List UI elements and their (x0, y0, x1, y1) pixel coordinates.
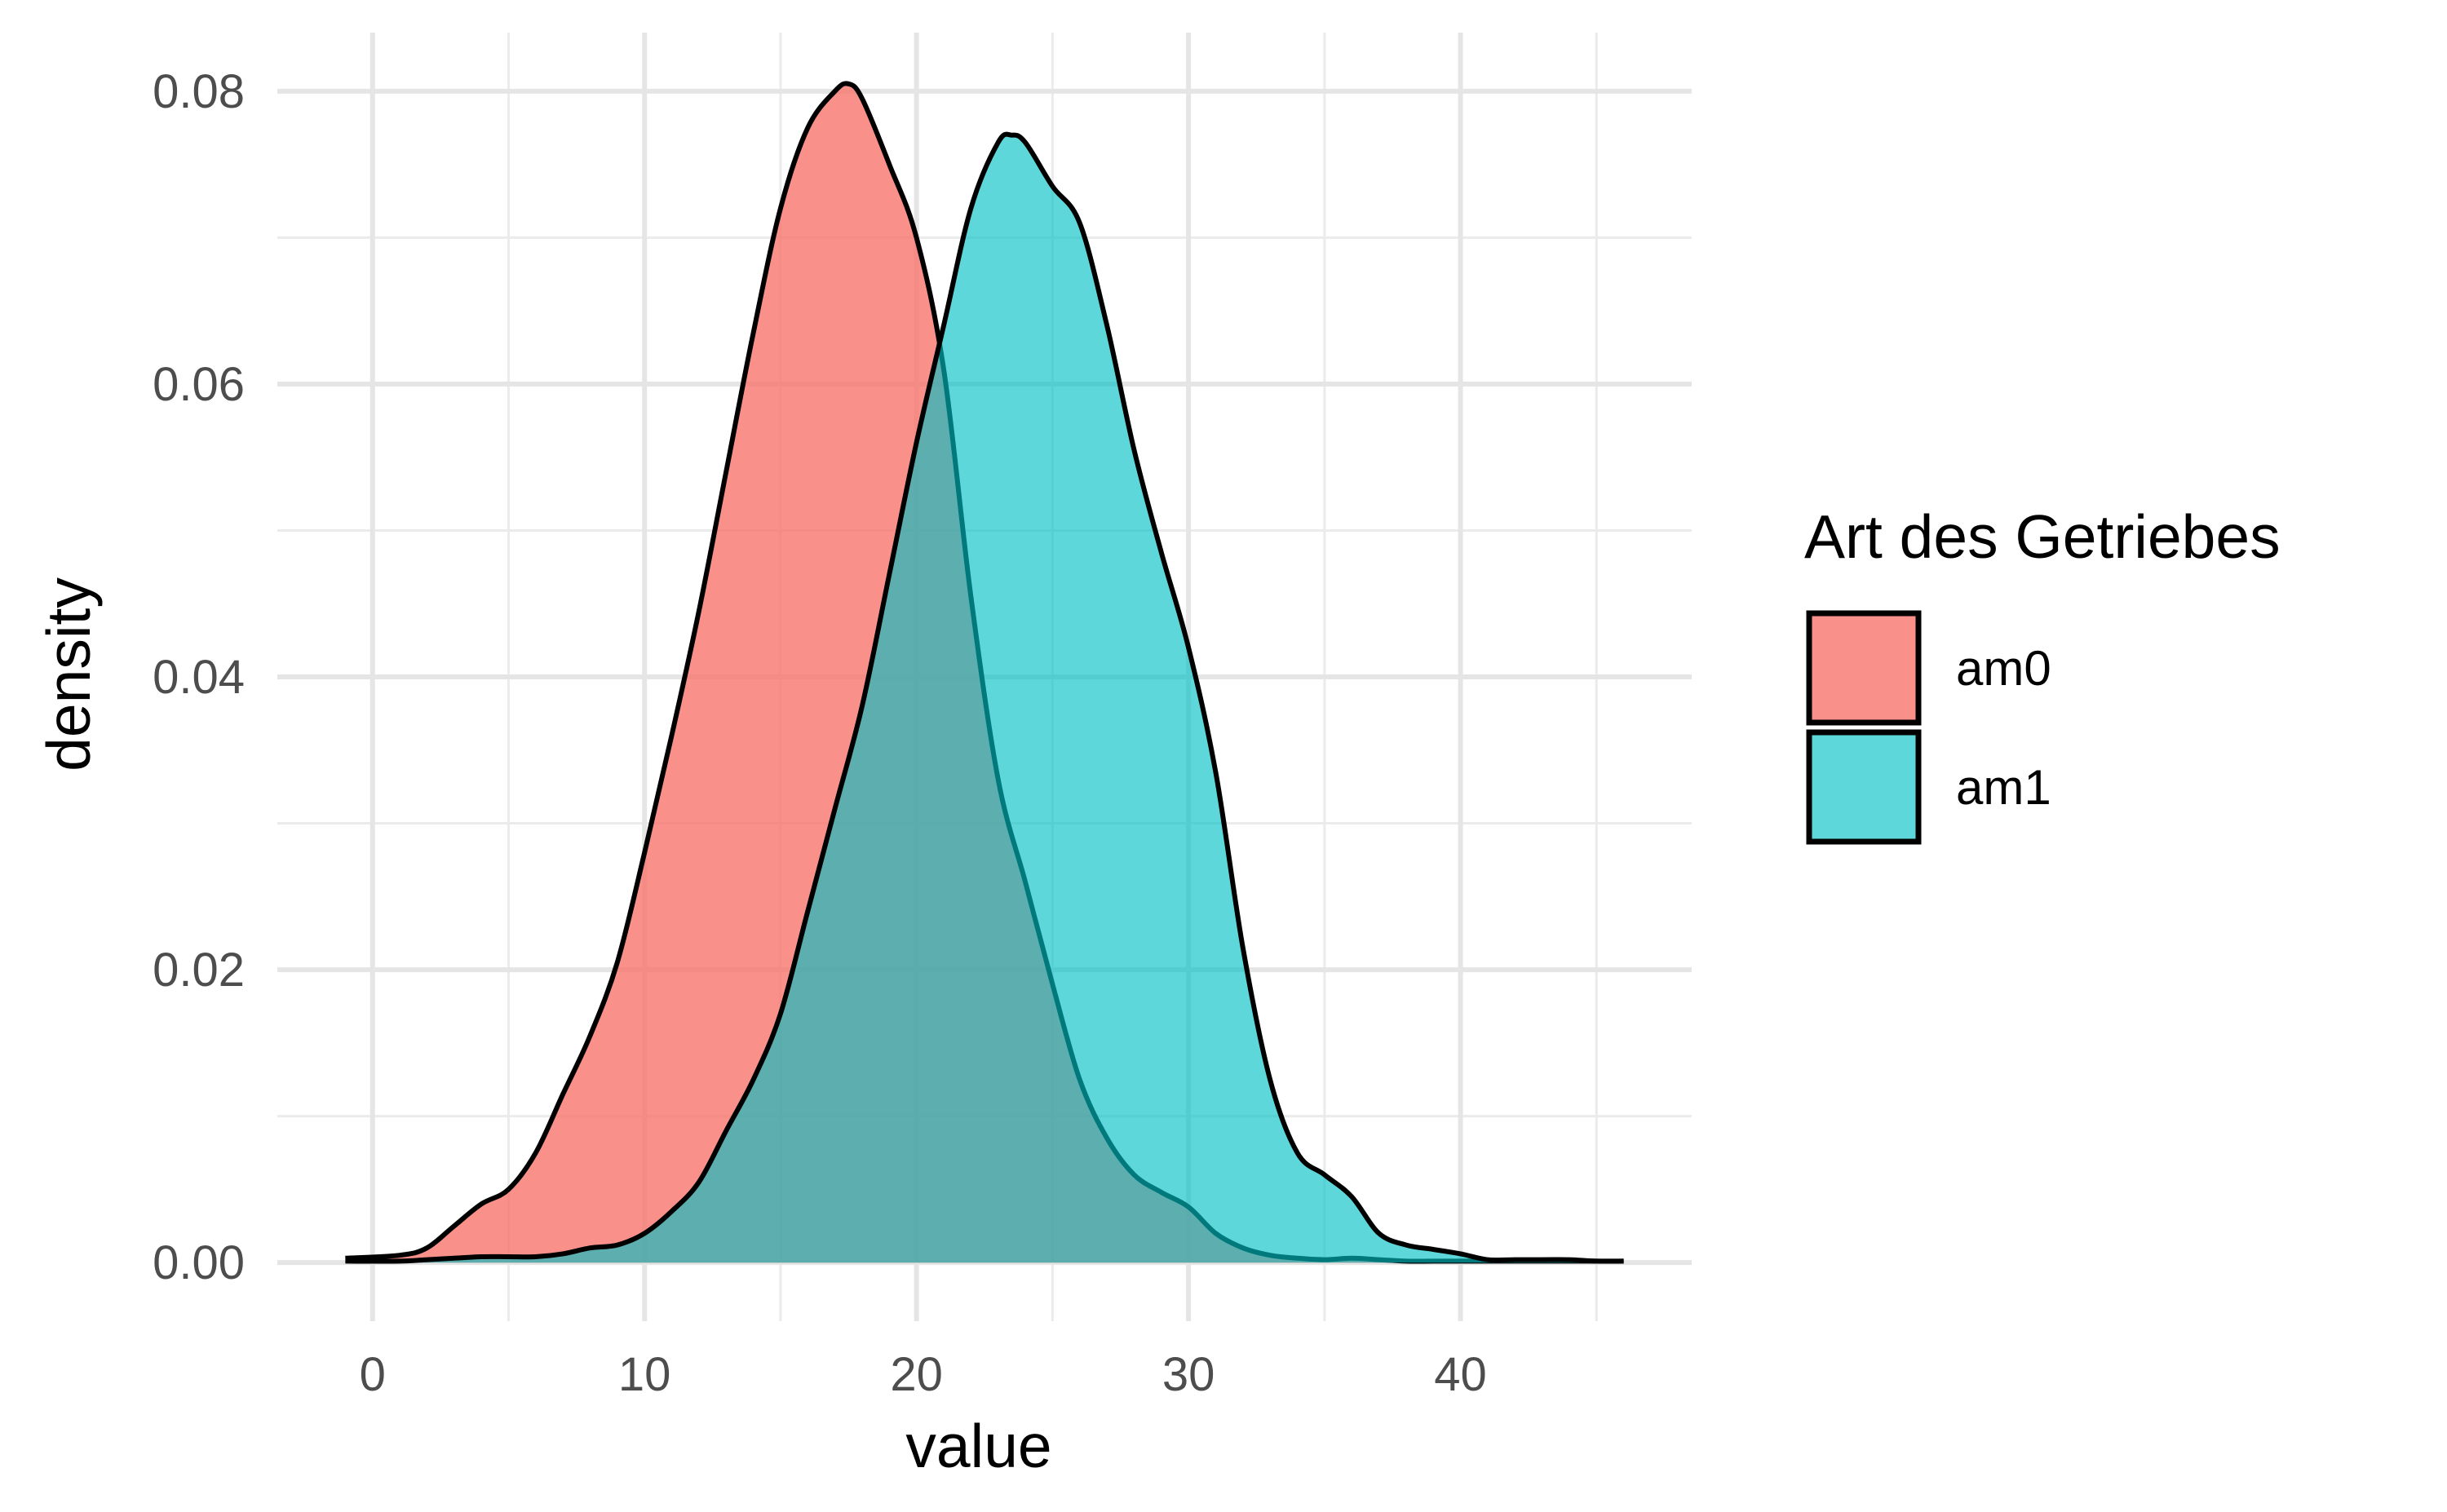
density-area-am0 (345, 83, 1624, 1263)
y-axis-title: density (34, 577, 103, 771)
legend-label-am0: am0 (1956, 641, 2051, 696)
legend-swatch-am1 (1806, 729, 1922, 845)
x-axis-title: value (905, 1412, 1051, 1480)
legend-label-am1: am1 (1956, 760, 2051, 815)
legend-items: am0 am1 (1806, 610, 2051, 845)
legend-swatch-am0 (1806, 610, 1922, 726)
series-layer (345, 81, 1624, 1264)
legend-key-am0: am0 (1806, 610, 2051, 726)
density-area-am1 (345, 134, 1624, 1263)
x-tick-label: 10 (618, 1348, 671, 1401)
x-axis-tick-labels: 0 10 20 30 40 (360, 1348, 1487, 1401)
density-line-am1 (345, 131, 1624, 1264)
legend-title: Art des Getriebes (1804, 502, 2281, 571)
y-axis-tick-labels: 0.00 0.02 0.04 0.06 0.08 (153, 65, 245, 1289)
x-tick-label: 40 (1434, 1348, 1487, 1401)
y-tick-label: 0.08 (153, 65, 245, 118)
legend: Art des Getriebes am0 am1 (1804, 502, 2281, 845)
x-tick-label: 20 (890, 1348, 943, 1401)
y-tick-label: 0.00 (153, 1236, 245, 1289)
y-tick-label: 0.06 (153, 358, 245, 411)
y-tick-label: 0.02 (153, 944, 245, 997)
y-tick-label: 0.04 (153, 651, 245, 704)
x-tick-label: 30 (1162, 1348, 1215, 1401)
x-tick-label: 0 (360, 1348, 386, 1401)
legend-key-am1: am1 (1806, 729, 2051, 845)
